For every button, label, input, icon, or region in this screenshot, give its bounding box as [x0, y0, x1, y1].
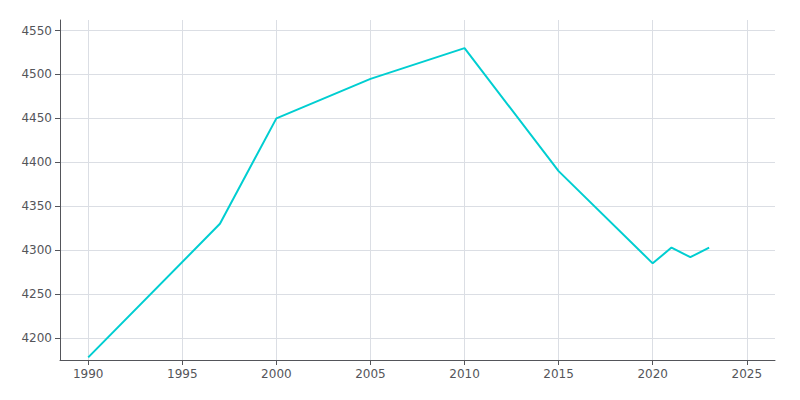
svg-text:4200: 4200	[21, 331, 52, 345]
svg-text:4350: 4350	[21, 199, 52, 213]
svg-text:2000: 2000	[261, 367, 292, 381]
svg-text:2005: 2005	[355, 367, 386, 381]
svg-text:4400: 4400	[21, 155, 52, 169]
svg-text:4250: 4250	[21, 287, 52, 301]
svg-text:4300: 4300	[21, 243, 52, 257]
svg-text:4550: 4550	[21, 24, 52, 38]
svg-text:1995: 1995	[167, 367, 198, 381]
svg-text:2010: 2010	[449, 367, 480, 381]
svg-text:4450: 4450	[21, 111, 52, 125]
svg-text:2025: 2025	[732, 367, 763, 381]
svg-text:1990: 1990	[73, 367, 104, 381]
svg-text:2015: 2015	[543, 367, 574, 381]
svg-text:2020: 2020	[637, 367, 668, 381]
svg-text:4500: 4500	[21, 67, 52, 81]
